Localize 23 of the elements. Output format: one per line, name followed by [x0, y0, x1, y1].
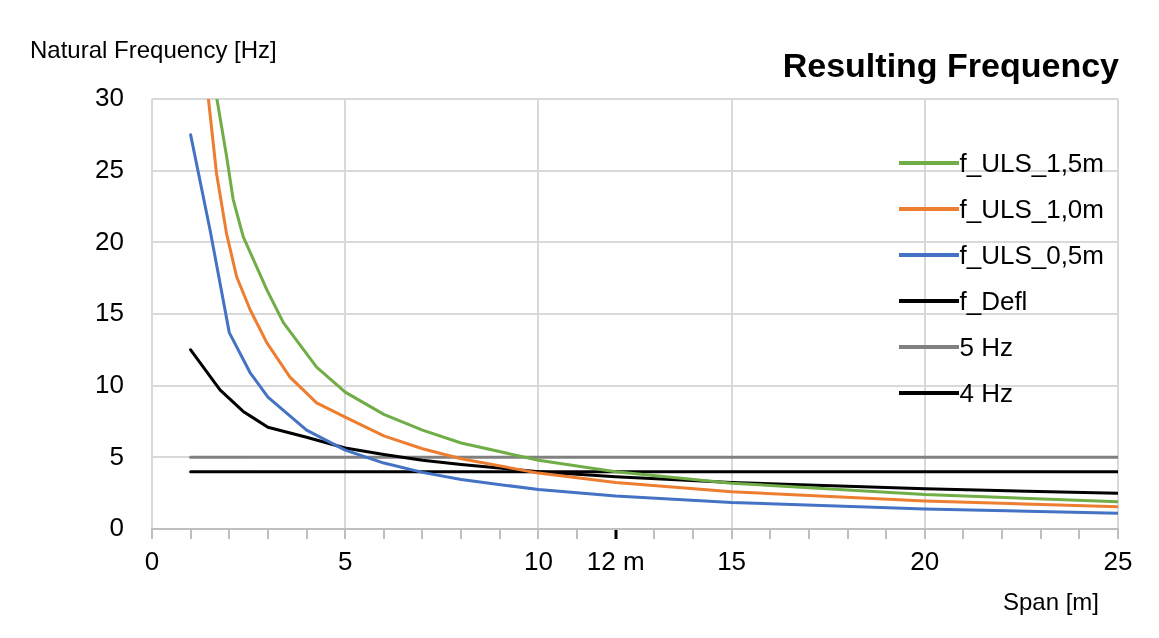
y-tick-label: 20 — [95, 225, 124, 256]
y-tick-label: 10 — [95, 368, 124, 399]
x-tick-label: 0 — [144, 545, 160, 576]
legend-label: f_ULS_1,5m — [959, 147, 1104, 179]
y-tick-label: 15 — [95, 297, 124, 328]
legend-label: f_Defl — [959, 285, 1028, 317]
y-tick-label: 30 — [95, 82, 124, 113]
x-tick-label: 5 — [337, 545, 353, 576]
y-tick-label: 0 — [109, 512, 124, 543]
legend-label: 5 Hz — [959, 331, 1013, 363]
x-tick-label: 12 m — [586, 545, 645, 576]
x-tick-label: 20 — [910, 545, 940, 576]
y-axis-title: Natural Frequency [Hz] — [30, 36, 277, 64]
y-tick-label: 5 — [109, 440, 124, 471]
x-tick-label: 10 — [523, 545, 553, 576]
y-tick-label: 25 — [95, 153, 124, 184]
legend-label: f_ULS_1,0m — [959, 193, 1104, 225]
legend-label: f_ULS_0,5m — [959, 239, 1104, 271]
x-tick-label: 25 — [1103, 545, 1133, 576]
legend-label: 4 Hz — [959, 377, 1013, 409]
x-axis-title: Span [m] — [1002, 588, 1099, 616]
x-tick-label: 15 — [717, 545, 747, 576]
chart-title: Resulting Frequency — [782, 46, 1119, 85]
